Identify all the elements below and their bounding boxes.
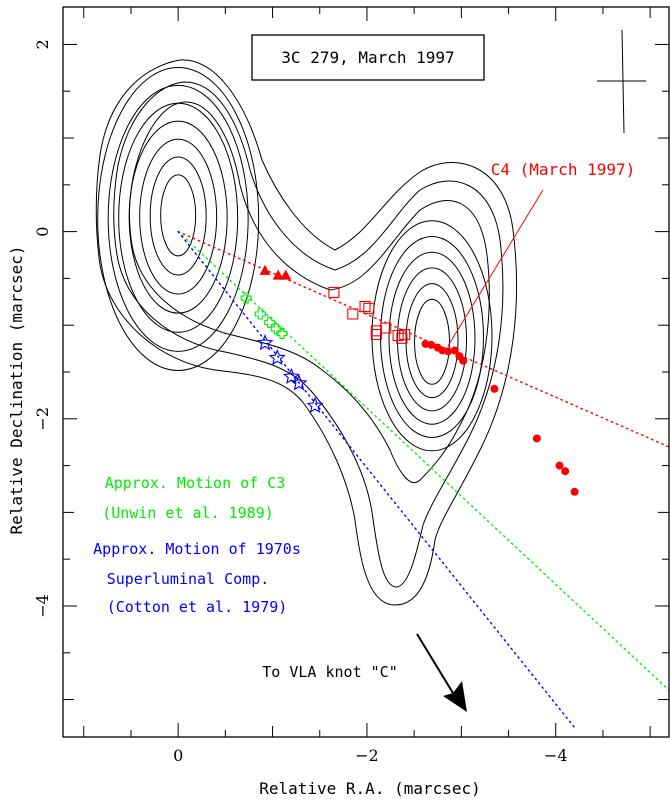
c4-point	[427, 340, 436, 349]
core-contour	[160, 174, 197, 257]
outer-contour	[95, 59, 518, 606]
x-tick-label: −2	[355, 746, 379, 765]
c4-point	[444, 347, 453, 356]
y-tick-label: −2	[33, 407, 52, 431]
data-markers	[240, 264, 579, 496]
x-axis-label: Relative R.A. (marcsec)	[259, 779, 481, 798]
c4-pointer-line	[447, 189, 544, 347]
superluminal-point	[268, 349, 286, 366]
core-contour	[107, 84, 249, 352]
title-box	[251, 34, 485, 81]
triangle-point	[259, 264, 271, 275]
c4-point	[561, 467, 570, 476]
y-axis-label: Relative Declination (marcsec)	[7, 246, 26, 535]
c4-point	[555, 461, 564, 470]
y-tick-label: −4	[33, 594, 52, 618]
c4-contour	[388, 251, 476, 425]
c4-point	[450, 346, 459, 355]
square-point	[396, 332, 408, 344]
y-tick-label: 0	[33, 227, 52, 237]
superluminal-label-line1: Approx. Motion of 1970s	[93, 540, 301, 558]
vla-direction-arrow-icon	[416, 633, 467, 712]
c3-point	[276, 328, 288, 340]
square-point	[328, 286, 340, 298]
axes	[62, 6, 670, 738]
square-point	[359, 300, 371, 313]
contour-map	[95, 59, 518, 606]
square-point	[370, 329, 382, 341]
c3-label-line2: (Unwin et al. 1989)	[102, 504, 274, 522]
c4-point	[459, 356, 468, 365]
square-point	[347, 308, 359, 320]
c4-contour	[380, 236, 484, 438]
square-point	[399, 329, 411, 341]
c4-point	[570, 487, 579, 496]
c4-contour	[414, 298, 450, 385]
superluminal-point	[290, 374, 308, 391]
core-contour	[97, 66, 260, 371]
square-point	[392, 329, 404, 342]
chart-title: 3C 279, March 1997	[281, 48, 454, 67]
c3-point	[240, 292, 252, 304]
x-tick-label: 0	[173, 746, 183, 765]
c4-contour	[405, 283, 459, 399]
x-tick-label: −4	[544, 746, 568, 765]
c4-point	[532, 434, 541, 443]
c4-label: C4 (March 1997)	[491, 160, 636, 179]
superluminal-label-line3: (Cotton et al. 1979)	[107, 598, 288, 616]
trend-lines	[177, 230, 670, 729]
beam-cross-icon	[597, 29, 646, 134]
y-tick-label: 2	[33, 39, 52, 49]
c3-point	[270, 323, 282, 335]
triangle-point	[272, 269, 284, 280]
trend-line	[177, 230, 670, 691]
trend-line	[177, 230, 670, 448]
outer-contour	[113, 81, 504, 588]
superluminal-label-line2: Superluminal Comp.	[107, 570, 270, 588]
trend-line	[177, 230, 576, 729]
superluminal-point	[256, 334, 274, 351]
tick-labels: 0 −2 −4 2 0 −2 −4	[33, 39, 568, 765]
vla-knot-label: To VLA knot "C"	[262, 663, 397, 681]
core-contour	[149, 156, 207, 276]
superluminal-point	[306, 396, 324, 413]
superluminal-point	[282, 367, 300, 384]
c4-contour	[397, 267, 467, 412]
square-point	[363, 302, 375, 314]
core-contour	[139, 138, 218, 295]
triangle-point	[280, 269, 292, 280]
c4-point	[490, 384, 499, 393]
square-point	[380, 322, 392, 334]
c3-label-line1: Approx. Motion of C3	[105, 474, 286, 492]
c3-point	[254, 308, 266, 320]
